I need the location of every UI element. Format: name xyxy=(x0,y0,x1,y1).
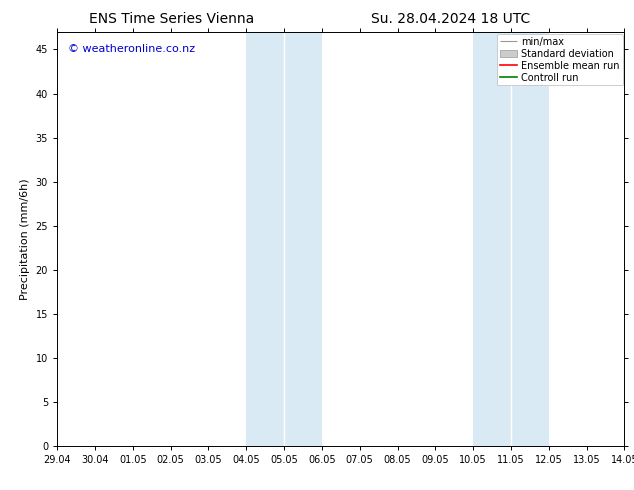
Y-axis label: Precipitation (mm/6h): Precipitation (mm/6h) xyxy=(20,178,30,300)
Bar xyxy=(473,32,549,446)
Text: Su. 28.04.2024 18 UTC: Su. 28.04.2024 18 UTC xyxy=(370,12,530,26)
Bar xyxy=(246,32,322,446)
Text: © weatheronline.co.nz: © weatheronline.co.nz xyxy=(68,44,195,54)
Text: ENS Time Series Vienna: ENS Time Series Vienna xyxy=(89,12,254,26)
Legend: min/max, Standard deviation, Ensemble mean run, Controll run: min/max, Standard deviation, Ensemble me… xyxy=(497,34,623,85)
